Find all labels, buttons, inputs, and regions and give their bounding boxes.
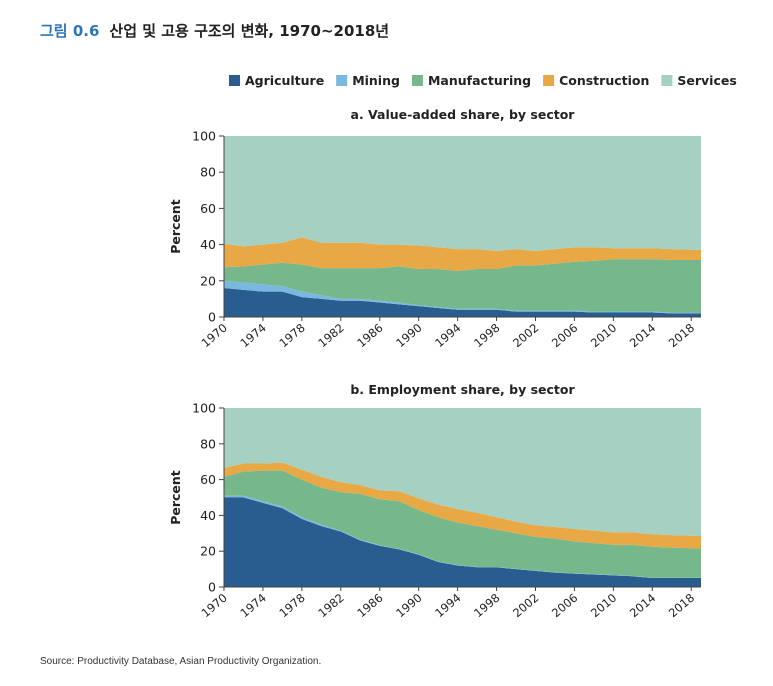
panel-value-added: a. Value-added share, by sector 0 20 40 60 80… [168,107,701,350]
area-mining [224,495,701,579]
figure-title-text: 산업 및 고용 구조의 변화, 1970~2018년 [109,22,390,40]
x-tick-label: 2006 [549,591,580,621]
x-tick-label: 2018 [666,321,697,351]
legend-label-mining: Mining [352,73,400,88]
y-tick-label: 60 [200,472,216,487]
legend-label-construction: Construction [559,73,649,88]
y-axis-title: Percent [168,199,183,254]
y-axis-title: Percent [168,470,183,525]
x-tick-label: 1998 [471,321,502,351]
x-tick-label: 1974 [237,591,268,621]
x-tick-label: 1998 [471,591,502,621]
legend-label-manufacturing: Manufacturing [428,73,531,88]
source-note: Source: Productivity Database, Asian Pro… [40,656,322,667]
y-tick-label: 0 [208,580,216,595]
x-tick-label: 2002 [510,591,541,621]
x-tick-label: 2002 [510,321,541,351]
x-tick-label: 1986 [354,591,385,621]
figure-title: 그림 0.6 산업 및 고용 구조의 변화, 1970~2018년 [40,20,389,41]
area-mining [224,280,701,314]
area-services [224,408,701,536]
y-tick-label: 20 [200,273,216,288]
y-tick-label: 60 [200,201,216,216]
legend-swatch-manufacturing [411,75,423,86]
y-tick-label: 100 [192,129,216,144]
x-tick-label: 1970 [198,321,229,351]
x-tick-label: 1986 [354,321,385,351]
legend-swatch-mining [336,75,348,86]
x-tick-label: 1974 [237,321,268,351]
x-tick-label: 2014 [627,321,658,351]
x-tick-label: 2018 [666,591,697,621]
x-tick-label: 1982 [315,591,346,621]
x-tick-label: 1970 [198,591,229,621]
x-tick-label: 1978 [276,321,307,351]
x-tick-label: 2010 [588,321,619,351]
x-tick-label: 1990 [393,321,424,351]
area-construction [224,462,701,549]
x-tick-label: 1994 [432,321,463,351]
chart-title: b. Employment share, by sector [350,382,575,397]
x-tick-label: 2014 [627,591,658,621]
chart-title: a. Value-added share, by sector [351,107,576,122]
y-tick-label: 40 [200,237,216,252]
figure-number: 그림 0.6 [40,22,100,40]
area-manufacturing [224,259,701,313]
y-tick-label: 80 [200,165,216,180]
x-tick-label: 1978 [276,591,307,621]
legend: Agriculture Mining Manufacturing Constructi… [229,73,737,88]
x-tick-label: 1994 [432,591,463,621]
area-services [224,136,701,251]
area-construction [224,237,701,271]
area-manufacturing [224,470,701,578]
y-tick-label: 80 [200,436,216,451]
panel-employment: b. Employment share, by sector 0 20 40 60 80 1… [168,382,701,620]
area-agriculture [224,288,701,317]
legend-label-services: Services [677,73,736,88]
y-tick-label: 20 [200,544,216,559]
x-tick-label: 1990 [393,591,424,621]
y-tick-label: 100 [192,401,216,416]
legend-swatch-agriculture [229,75,240,86]
legend-label-agriculture: Agriculture [245,73,324,88]
x-tick-label: 2006 [549,321,580,351]
legend-swatch-construction [543,75,555,86]
y-tick-label: 40 [200,508,216,523]
y-tick-label: 0 [208,310,216,325]
legend-swatch-services [661,75,673,86]
x-tick-label: 2010 [588,591,619,621]
area-agriculture [224,497,701,587]
x-tick-label: 1982 [315,321,346,351]
